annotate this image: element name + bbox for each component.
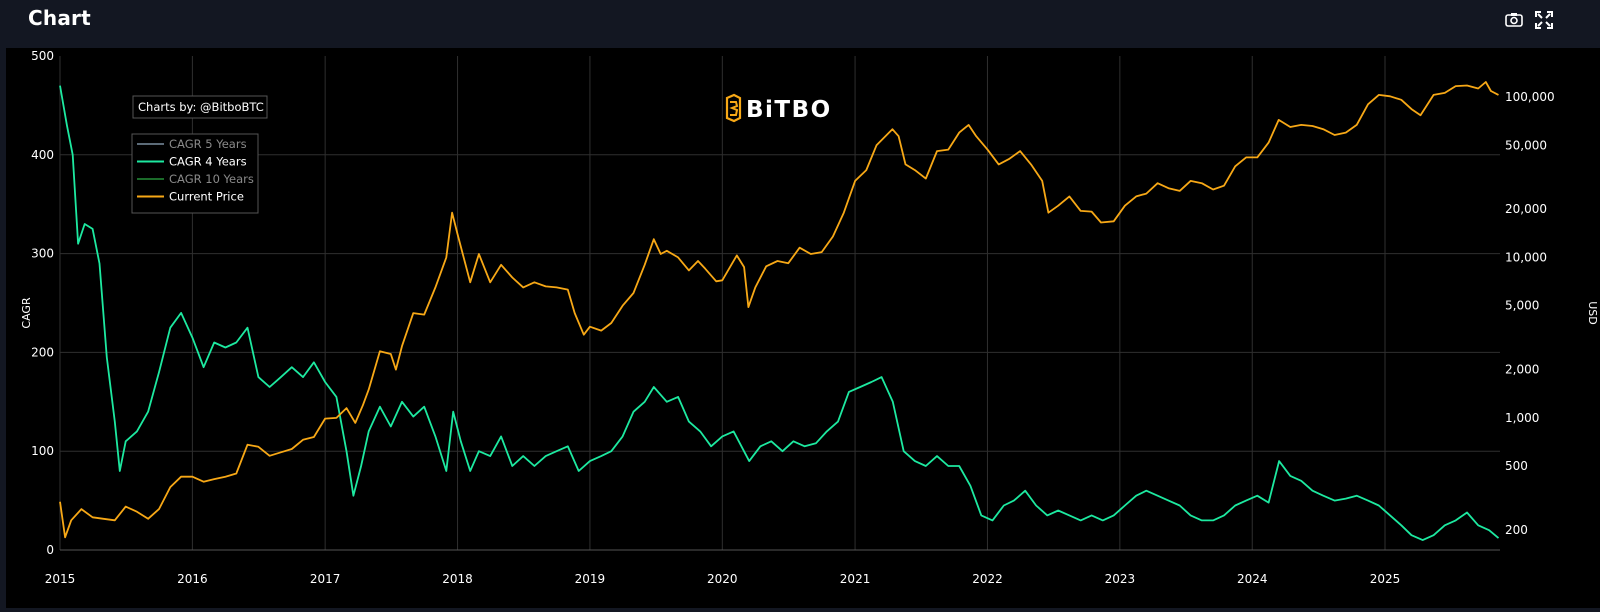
y2-tick-label: 500	[1505, 459, 1528, 473]
legend-item-label[interactable]: Current Price	[169, 190, 244, 204]
y-axis-title: CAGR	[20, 297, 33, 329]
chart-area[interactable]: 2015 2016 2017 2018 2019 2020 2021 2022 2023 2024…	[6, 48, 1600, 608]
legend-item-label[interactable]: CAGR 4 Years	[169, 155, 247, 169]
x-tick-label: 2016	[177, 572, 208, 586]
y-tick-label: 500	[31, 49, 54, 63]
y2-tick-label: 5,000	[1505, 299, 1539, 313]
camera-icon	[1505, 13, 1523, 27]
y-tick-label: 200	[31, 345, 54, 359]
series-layer	[59, 81, 1500, 542]
screenshot-button[interactable]	[1504, 10, 1524, 30]
header-bar: Chart	[0, 0, 1600, 48]
y2-axis-title: USD	[1586, 301, 1599, 325]
page-title: Chart	[28, 6, 91, 30]
legend-item-label[interactable]: CAGR 10 Years	[169, 172, 254, 186]
y-tick-label: 300	[31, 247, 54, 261]
y2-tick-label: 200	[1505, 523, 1528, 537]
y2-tick-label: 100,000	[1505, 90, 1555, 104]
x-tick-label: 2021	[840, 572, 871, 586]
x-tick-label: 2025	[1370, 572, 1401, 586]
legend: CAGR 5 Years CAGR 4 Years CAGR 10 Years Cur…	[131, 133, 259, 214]
legend-item-label[interactable]: CAGR 5 Years	[169, 137, 247, 151]
bitbo-wordmark: BiTBO	[746, 97, 832, 123]
x-tick-label: 2024	[1237, 572, 1268, 586]
x-tick-label: 2023	[1105, 572, 1136, 586]
y2-tick-label: 2,000	[1505, 363, 1539, 377]
grid-lines	[59, 56, 1500, 551]
x-tick-label: 2022	[972, 572, 1003, 586]
series-line-current-price	[59, 81, 1499, 539]
x-tick-label: 2019	[575, 572, 606, 586]
y-tick-label: 400	[31, 148, 54, 162]
y-tick-label: 0	[46, 543, 54, 557]
y2-tick-label: 10,000	[1505, 250, 1547, 264]
bitbo-watermark: BiTBO	[725, 93, 832, 123]
y2-tick-label: 20,000	[1505, 202, 1547, 216]
chart-svg: 2015 2016 2017 2018 2019 2020 2021 2022 2023 2024…	[20, 49, 1599, 586]
fullscreen-icon	[1535, 11, 1553, 29]
fullscreen-button[interactable]	[1534, 10, 1554, 30]
x-tick-label: 2015	[45, 572, 76, 586]
x-tick-label: 2020	[707, 572, 738, 586]
x-tick-label: 2018	[442, 572, 473, 586]
y2-tick-label: 50,000	[1505, 138, 1547, 152]
credit-box: Charts by: @BitboBTC	[132, 95, 268, 119]
x-tick-label: 2017	[310, 572, 341, 586]
y2-tick-label: 1,000	[1505, 411, 1539, 425]
tick-labels: 2015 2016 2017 2018 2019 2020 2021 2022 2023 2024…	[31, 49, 1555, 586]
series-line-cagr-4-years	[59, 85, 1500, 542]
y-tick-label: 100	[31, 444, 54, 458]
bitbo-logo-icon	[725, 93, 742, 123]
credit-text: Charts by: @BitboBTC	[138, 100, 264, 114]
